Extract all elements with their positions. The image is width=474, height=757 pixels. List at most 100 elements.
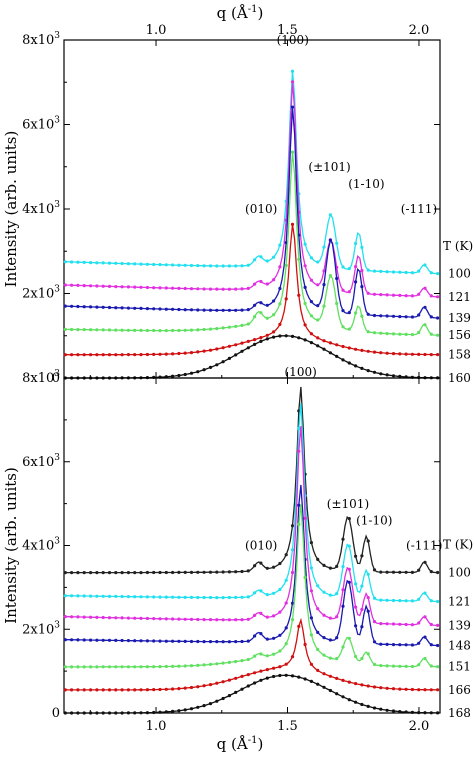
data-point [70, 688, 74, 692]
data-point [234, 264, 238, 268]
data-point [95, 305, 99, 309]
data-point [246, 639, 250, 643]
data-point [107, 616, 112, 620]
data-point [429, 315, 433, 319]
data-point [322, 245, 326, 249]
data-point [297, 336, 301, 340]
data-point [202, 684, 206, 688]
data-point [372, 662, 377, 667]
data-point [354, 364, 358, 368]
legend-label-160: 160 [448, 371, 471, 385]
data-point [272, 666, 276, 670]
data-point [227, 640, 231, 644]
data-point [385, 314, 389, 318]
data-point [303, 677, 307, 681]
data-point [316, 283, 320, 287]
data-point [158, 570, 162, 575]
data-point [272, 330, 276, 334]
data-point [328, 238, 332, 242]
data-point [114, 616, 118, 620]
data-point [335, 692, 339, 696]
data-point [234, 324, 238, 328]
data-point [290, 674, 295, 678]
data-point [76, 688, 80, 692]
data-point [410, 710, 414, 715]
data-point [272, 313, 276, 317]
data-point [265, 637, 269, 641]
data-point [253, 315, 257, 319]
data-point [354, 700, 358, 704]
data-point [290, 618, 295, 622]
data-point [234, 640, 238, 644]
data-point [114, 353, 118, 357]
data-point [246, 346, 250, 350]
data-point [120, 594, 124, 599]
data-point [126, 688, 130, 692]
data-point [95, 284, 99, 288]
data-point [107, 261, 112, 265]
data-point [177, 687, 181, 691]
data-point [335, 343, 339, 347]
data-point [171, 595, 175, 599]
data-point [278, 587, 282, 592]
data-point [347, 517, 351, 521]
data-point [322, 685, 326, 689]
data-point [417, 663, 421, 667]
data-point [82, 594, 86, 598]
data-point [385, 708, 389, 712]
data-point [101, 261, 105, 265]
data-point [120, 261, 124, 266]
data-point [177, 617, 181, 621]
data-point [379, 269, 383, 273]
data-point [189, 263, 194, 268]
data-point [391, 374, 396, 378]
series-line-160 [65, 335, 438, 379]
data-point [423, 656, 427, 661]
data-point [398, 687, 402, 691]
data-point [379, 598, 383, 602]
data-point [366, 704, 370, 709]
data-point [152, 262, 156, 267]
data-point [404, 687, 408, 691]
data-point [208, 570, 213, 574]
data-point [436, 295, 440, 299]
data-point [404, 643, 408, 647]
data-point [152, 595, 156, 599]
data-point [410, 687, 414, 692]
data-point [297, 293, 301, 297]
data-point [221, 596, 225, 600]
data-point [309, 616, 313, 620]
data-point [202, 618, 206, 622]
data-point [63, 711, 67, 715]
data-point [253, 634, 257, 638]
data-point [391, 314, 396, 318]
data-point [177, 570, 181, 575]
data-point [183, 286, 187, 291]
data-point [284, 263, 288, 267]
bottom-x-axis-title: q (Å-1) [217, 735, 264, 753]
data-point [385, 373, 389, 377]
data-point [303, 575, 307, 580]
data-point [303, 516, 307, 521]
data-point [215, 327, 219, 331]
data-point [183, 263, 187, 267]
data-point [246, 657, 250, 662]
data-point [234, 308, 238, 312]
data-point [101, 615, 105, 620]
data-point [126, 306, 130, 310]
data-point [265, 337, 269, 341]
data-point [341, 265, 345, 269]
legend-label-121: 121 [448, 290, 471, 304]
series-line-168 [65, 674, 438, 714]
data-point [354, 265, 358, 269]
data-point [227, 344, 231, 348]
data-point [253, 338, 257, 342]
data-point [328, 688, 332, 693]
data-point [429, 711, 433, 715]
data-point [309, 589, 313, 593]
data-point [227, 618, 231, 622]
data-point [177, 328, 181, 333]
data-point [158, 687, 162, 692]
x-tick-label: 2.0 [409, 719, 430, 734]
data-point [316, 260, 320, 264]
